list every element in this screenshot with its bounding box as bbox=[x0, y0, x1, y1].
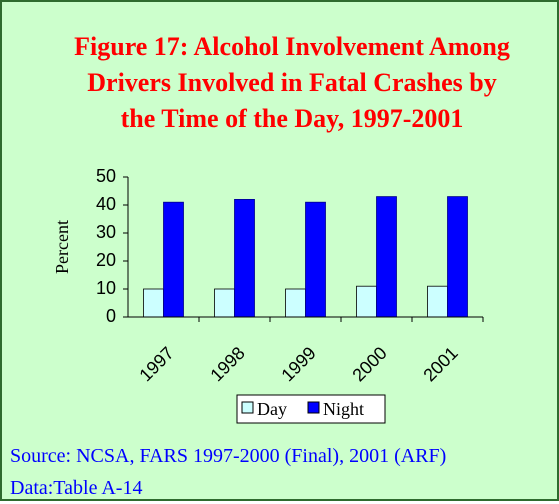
x-tick-label: 2000 bbox=[348, 343, 390, 385]
bar bbox=[234, 198, 255, 318]
bar bbox=[376, 196, 397, 318]
y-tick-label: 0 bbox=[106, 306, 116, 326]
legend-label: Night bbox=[323, 399, 364, 419]
bar bbox=[447, 196, 468, 318]
x-tick-label: 1999 bbox=[277, 343, 319, 385]
legend-swatch bbox=[241, 401, 254, 414]
y-tick-label: 40 bbox=[96, 194, 116, 214]
source-note: Source: NCSA, FARS 1997-2000 (Final), 20… bbox=[10, 445, 447, 499]
y-axis-label: Percent bbox=[52, 220, 72, 274]
legend bbox=[236, 394, 386, 424]
legend-swatch bbox=[307, 401, 320, 414]
y-tick-label: 30 bbox=[96, 222, 116, 242]
x-tick-label: 1998 bbox=[206, 343, 248, 385]
y-tick-label: 50 bbox=[96, 166, 116, 186]
x-tick-label: 1997 bbox=[135, 343, 177, 385]
x-tick-label: 2001 bbox=[419, 343, 461, 385]
bar bbox=[356, 285, 377, 318]
bar bbox=[163, 201, 184, 318]
bar bbox=[214, 288, 235, 318]
bar bbox=[305, 201, 326, 318]
legend-label: Day bbox=[257, 399, 287, 419]
y-tick-label: 10 bbox=[96, 278, 116, 298]
bar bbox=[285, 288, 306, 318]
bar bbox=[143, 288, 164, 318]
y-tick-label: 20 bbox=[96, 250, 116, 270]
bar bbox=[427, 285, 448, 318]
chart-title: Figure 17: Alcohol Involvement Among Dri… bbox=[74, 32, 510, 133]
chart: Percent 0 10 20 30 40 50 1997 1998 1999 2000 2001 D… bbox=[52, 166, 484, 424]
